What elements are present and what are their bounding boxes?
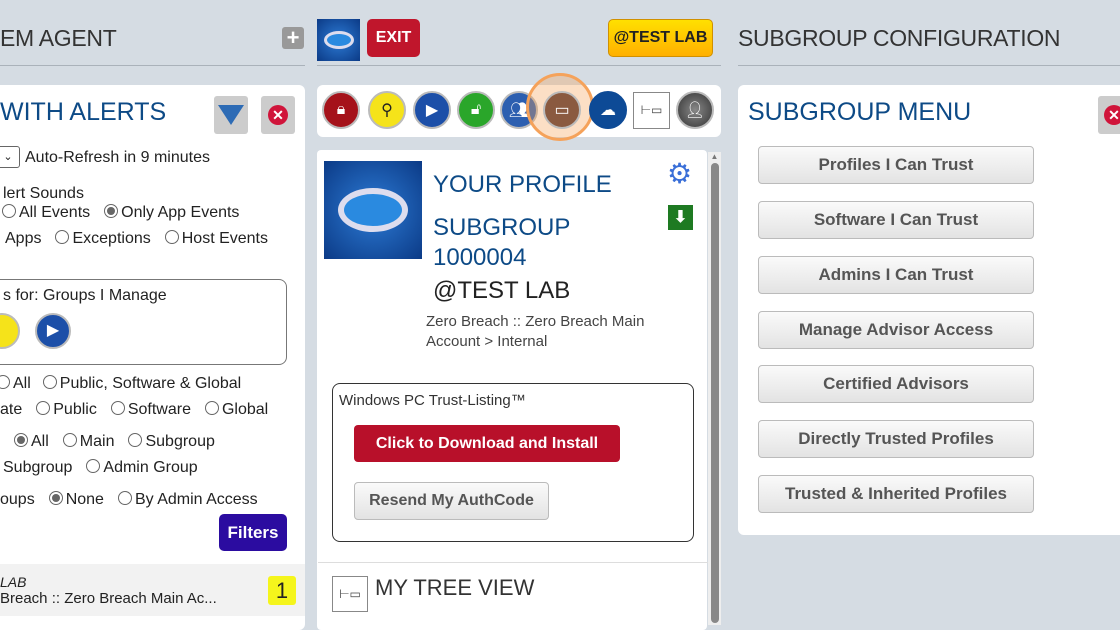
trust-box-title: Windows PC Trust-Listing™ — [339, 392, 526, 409]
highlight-ring — [526, 73, 594, 141]
label: All — [13, 375, 31, 392]
unlock-icon[interactable]: 🔓︎ — [457, 91, 495, 129]
left-header: EM AGENT — [0, 25, 117, 51]
profile-title: YOUR PROFILE — [433, 171, 612, 198]
label: Only App Events — [121, 204, 240, 221]
radio-exceptions[interactable] — [55, 230, 70, 244]
label: Admin Group — [103, 459, 198, 476]
tree-icon[interactable]: ⊢▭ — [633, 92, 670, 129]
download-icon[interactable]: ⬇ — [668, 205, 693, 230]
app-logo[interactable] — [317, 19, 360, 61]
resend-authcode-button[interactable]: Resend My AuthCode — [354, 482, 549, 520]
label: oups — [0, 491, 35, 508]
label: Exceptions — [72, 230, 151, 247]
tree-icon: ⊢▭ — [332, 576, 368, 612]
alert-sounds-label: lert Sounds — [3, 185, 84, 202]
radio-all[interactable] — [0, 375, 10, 389]
label: Subgroup — [145, 433, 215, 450]
subgroup-id: 1000004 — [433, 244, 527, 271]
scroll-thumb[interactable] — [710, 163, 719, 623]
label: Software — [127, 401, 191, 418]
account-path: Zero Breach :: Zero Breach Main Account … — [426, 313, 645, 350]
close-icon: ✕ — [1104, 105, 1120, 125]
lock-icon[interactable]: 🔒︎ — [322, 91, 360, 129]
radio-all-events[interactable] — [2, 204, 16, 218]
cloud-icon — [338, 188, 408, 232]
close-icon: ✕ — [268, 105, 288, 125]
label: All — [31, 433, 49, 450]
label: Apps — [5, 230, 42, 247]
menu-title: SUBGROUP MENU — [748, 98, 972, 126]
play-icon[interactable]: ▶ — [35, 313, 71, 349]
close-panel-button[interactable]: ✕ — [261, 96, 295, 134]
alert-count-badge: 1 — [268, 576, 296, 605]
menu-trusted-inherited-profiles[interactable]: Trusted & Inherited Profiles — [758, 475, 1034, 513]
filters-button[interactable]: Filters — [219, 514, 287, 551]
menu-software-i-can-trust[interactable]: Software I Can Trust — [758, 201, 1034, 239]
profile-logo — [324, 161, 422, 259]
menu-manage-advisor-access[interactable]: Manage Advisor Access — [758, 311, 1034, 349]
divider — [317, 65, 721, 66]
auto-refresh-text: Auto-Refresh in 9 minutes — [25, 149, 210, 166]
right-header: SUBGROUP CONFIGURATION — [738, 25, 1061, 51]
scrollbar[interactable]: ▲ — [708, 152, 721, 625]
trust-listing-box — [332, 383, 694, 542]
label: Host Events — [181, 230, 268, 247]
label: Global — [221, 401, 269, 418]
play-icon[interactable]: ▶ — [413, 91, 451, 129]
radio-public[interactable] — [36, 401, 51, 415]
radio-only-app-events[interactable] — [104, 204, 119, 218]
divider — [738, 65, 1120, 66]
label: By Admin Access — [134, 491, 258, 508]
menu-directly-trusted-profiles[interactable]: Directly Trusted Profiles — [758, 420, 1034, 458]
radio-all-groups[interactable] — [14, 433, 28, 447]
radio-host-events[interactable] — [164, 230, 179, 244]
radio-global[interactable] — [204, 401, 219, 415]
radio-none[interactable] — [48, 491, 63, 505]
refresh-select[interactable]: ⌄ — [0, 146, 20, 168]
close-menu-button[interactable]: ✕ — [1098, 96, 1120, 134]
filter-funnel-button[interactable] — [214, 96, 248, 134]
tree-view-title: MY TREE VIEW — [375, 575, 535, 600]
exit-button[interactable]: EXIT — [367, 19, 420, 57]
label: All Events — [19, 204, 91, 221]
divider — [0, 65, 305, 66]
radio-subgroup[interactable] — [128, 433, 143, 447]
subgroup-label: SUBGROUP — [433, 214, 571, 241]
groups-box — [0, 279, 287, 365]
divider — [318, 562, 708, 563]
download-install-button[interactable]: Click to Download and Install — [354, 425, 620, 462]
add-icon[interactable]: + — [282, 27, 304, 49]
label: Public, Software & Global — [59, 375, 242, 392]
menu-certified-advisors[interactable]: Certified Advisors — [758, 365, 1034, 403]
settings-gear-icon[interactable]: ⚙ — [667, 158, 693, 189]
radio-software[interactable] — [110, 401, 125, 415]
cloud-icon — [323, 31, 354, 49]
label: Subgroup — [3, 459, 73, 476]
label: Public — [53, 401, 97, 418]
label: Main — [79, 433, 115, 450]
radio-admin-group[interactable] — [86, 459, 101, 473]
scroll-up-arrow[interactable]: ▲ — [710, 152, 719, 161]
item-name: LAB — [0, 574, 27, 590]
alerts-title: WITH ALERTS — [0, 98, 167, 126]
cloud-icon[interactable]: ☁ — [589, 91, 627, 129]
groups-label: s for: Groups I Manage — [3, 287, 167, 304]
org-name: @TEST LAB — [433, 277, 571, 304]
radio-by-admin-access[interactable] — [117, 491, 132, 505]
label: ate — [0, 401, 23, 418]
avatar[interactable]: 👤︎ — [676, 91, 714, 129]
search-icon[interactable]: ⚲ — [368, 91, 406, 129]
label: None — [65, 491, 104, 508]
computer-icon[interactable]: ▭ — [543, 91, 581, 129]
radio-public-software-global[interactable] — [42, 375, 57, 389]
org-button[interactable]: @TEST LAB — [608, 19, 713, 57]
radio-main[interactable] — [62, 433, 77, 447]
menu-profiles-i-can-trust[interactable]: Profiles I Can Trust — [758, 146, 1034, 184]
menu-admins-i-can-trust[interactable]: Admins I Can Trust — [758, 256, 1034, 294]
item-path: Breach :: Zero Breach Main Ac... — [0, 590, 217, 607]
funnel-icon — [218, 105, 244, 125]
alert-list-item[interactable]: LAB Breach :: Zero Breach Main Ac... 1 — [0, 564, 305, 616]
